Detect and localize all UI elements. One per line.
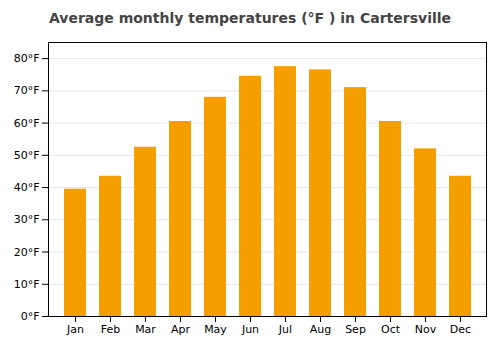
svg-text:Mar: Mar (135, 323, 156, 336)
svg-text:Nov: Nov (415, 323, 437, 336)
svg-text:Jul: Jul (278, 323, 292, 336)
svg-text:60°F: 60°F (14, 117, 40, 130)
svg-text:0°F: 0°F (21, 310, 40, 323)
svg-text:30°F: 30°F (14, 213, 40, 226)
svg-text:10°F: 10°F (14, 278, 40, 291)
html-text:Average monthly temperatures (: Average monthly temperatures (°F ) in Ca… (49, 10, 451, 26)
svg-text:70°F: 70°F (14, 84, 40, 97)
svg-text:Oct: Oct (381, 323, 401, 336)
svg-text:Aug: Aug (310, 323, 331, 336)
svg-text:50°F: 50°F (14, 149, 40, 162)
svg-text:Apr: Apr (171, 323, 191, 336)
svg-text:Dec: Dec (450, 323, 471, 336)
svg-text:80°F: 80°F (14, 52, 40, 65)
svg-text:Jun: Jun (241, 323, 259, 336)
svg-text:Feb: Feb (101, 323, 120, 336)
svg-text:Jan: Jan (66, 323, 84, 336)
svg-text:40°F: 40°F (14, 181, 40, 194)
svg-text:May: May (204, 323, 227, 336)
svg-text:20°F: 20°F (14, 246, 40, 259)
svg-text:Sep: Sep (345, 323, 366, 336)
